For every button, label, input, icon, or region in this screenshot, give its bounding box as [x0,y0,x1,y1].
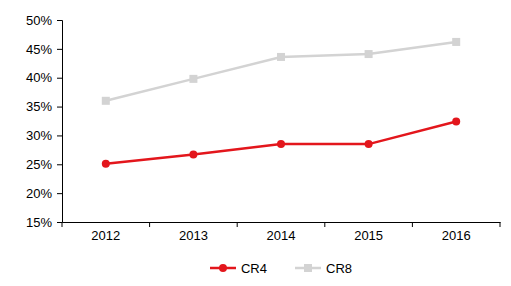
point [365,50,373,58]
y-axis: 15% 20% 25% 30% 35% 40% 45% 50% [26,13,63,230]
y-tick-mark [57,164,62,165]
y-tick-label: 40% [26,70,52,85]
y-tick: 15% [26,215,62,230]
category-separator [62,222,63,227]
y-tick-mark [57,107,62,108]
y-tick-label: 50% [26,13,52,28]
y-tick: 40% [26,70,62,85]
marks [102,38,460,168]
y-tick-label: 15% [26,215,52,230]
y-tick-label: 20% [26,186,52,201]
x-tick-label: 2016 [442,228,471,243]
y-tick: 20% [26,186,62,201]
y-tick-label: 25% [26,157,52,172]
y-tick-label: 45% [26,42,52,57]
legend-item: CR8 [295,261,352,276]
y-tick: 45% [26,42,62,57]
x-tick-label: 2015 [354,228,383,243]
x-tick: 2016 [442,222,471,243]
y-tick: 35% [26,99,62,114]
legend-item: CR4 [210,261,267,276]
y-tick-mark [57,20,62,21]
point [277,140,285,148]
legend: CR4 CR8 [210,261,352,276]
x-axis: 2012 2013 2014 2015 2016 [62,222,501,243]
point [102,160,110,168]
point [277,53,285,61]
plot: 15% 20% 25% 30% 35% 40% 45% 50% 2012 2013 2014 2015… [26,13,501,244]
point [102,97,110,105]
category-separator [500,222,501,227]
series-line [106,42,456,101]
x-tick: 2012 [91,222,120,243]
x-tick: 2014 [267,222,296,243]
legend-label: CR4 [241,261,267,276]
x-tick-label: 2014 [267,228,296,243]
y-tick-label: 30% [26,128,52,143]
series-1 [102,118,460,168]
x-tick: 2013 [179,222,208,243]
x-tick: 2015 [354,222,383,243]
series-line [106,122,456,164]
point [452,118,460,126]
y-tick-mark [57,49,62,50]
series-2 [102,38,460,105]
y-tick-mark [57,78,62,79]
y-tick-label: 35% [26,99,52,114]
legend-marker [219,264,227,272]
point [189,75,197,83]
y-axis-line [57,21,63,223]
category-separator [149,222,150,227]
x-tick-label: 2013 [179,228,208,243]
legend-label: CR8 [326,261,352,276]
y-tick-mark [57,193,62,194]
point [189,150,197,158]
category-separator [324,222,325,227]
point [452,38,460,46]
y-tick: 25% [26,157,62,172]
y-tick-mark [57,135,62,136]
chart: 15% 20% 25% 30% 35% 40% 45% 50% 2012 2013 2014 2015… [0,0,511,286]
category-separator [237,222,238,227]
point [365,140,373,148]
x-tick-label: 2012 [91,228,120,243]
y-tick: 50% [26,13,62,28]
legend-marker [304,264,312,272]
y-tick-mark [57,222,62,223]
y-tick: 30% [26,128,62,143]
category-separator [412,222,413,227]
x-axis-line [63,222,501,223]
